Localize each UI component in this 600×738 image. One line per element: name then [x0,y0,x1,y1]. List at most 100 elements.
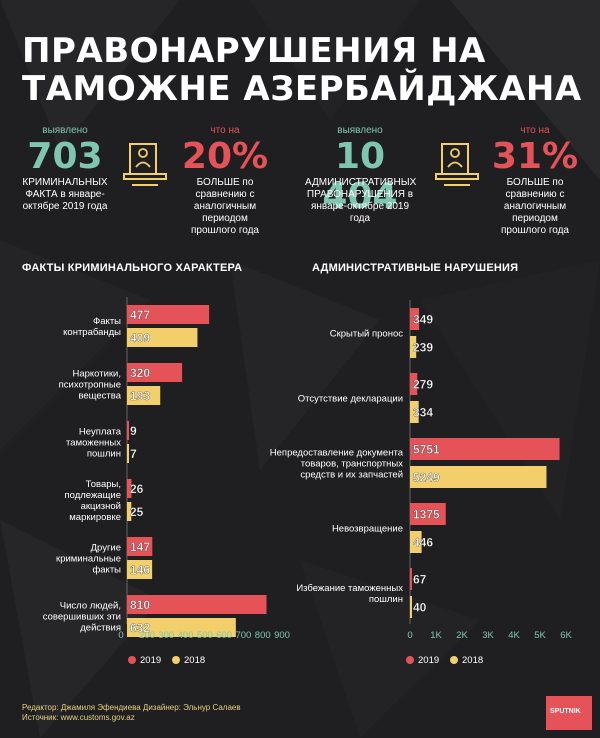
bar-value-label: 477 [130,308,150,322]
bar-value-label: 334 [413,406,433,420]
category-label: Невозвращение [332,524,403,535]
stat-3-desc: АДМИНИСТРАТИВНЫХ ПРАВОНАРУШЕНИЯ в январе… [305,177,417,224]
bar-2018 [127,328,198,347]
x-tick-label: 5K [534,630,546,641]
bar-value-label: 409 [130,331,150,345]
bar-2019 [127,595,267,614]
stat-1-label: выявлено [42,125,88,136]
chart-2-title: АДМИНИСТРАТИВНЫЕ НАРУШЕНИЯ [312,262,519,274]
bar-value-label: 810 [130,598,150,612]
category-label: Неуплата [79,427,122,438]
bar-value-label: 147 [130,540,150,554]
legend-label: 2019 [418,655,439,666]
category-label: Число людей, [60,601,121,612]
category-label: контрабанды [63,327,121,338]
bar-2018 [410,336,417,358]
bar-value-label: 26 [130,482,144,496]
bar-value-label: 349 [413,313,433,327]
category-label: маркировке [69,512,121,523]
legend-label: 2018 [462,655,483,666]
document-laptop-icon [435,143,479,186]
category-label: факты [92,565,121,576]
legend-marker-2018 [450,656,458,664]
bar-2019 [410,568,412,590]
bar-2019 [127,363,183,382]
x-tick-label: 700 [235,630,251,641]
x-tick-label: 3K [482,630,494,641]
category-label: вещества [78,391,121,402]
x-tick-label: 500 [197,630,213,641]
legend-label: 2018 [184,655,205,666]
bar-value-label: 320 [130,366,150,380]
bar-2019 [127,537,153,556]
bar-2018 [127,386,161,405]
category-label: пошлин [369,594,403,605]
category-label: Скрытый пронос [330,329,403,340]
bar-2019 [127,305,210,324]
bar-value-label: 40 [413,601,427,615]
bar-value-label: 67 [413,573,427,587]
x-tick-label: 900 [274,630,290,641]
category-label: Непредоставление документа [270,448,404,459]
bar-2018 [127,560,153,579]
category-label: таможенных [66,438,121,449]
legend-marker-2019 [128,656,136,664]
stat-1-value: 703 [27,136,103,177]
bar-value-label: 146 [130,563,150,577]
legend-marker-2018 [172,656,180,664]
bar-value-label: 239 [413,341,433,355]
bar-2019 [410,308,420,330]
bar-value-label: 5751 [413,443,440,457]
credits: Редактор: Джамиля Эфендиева Дизайнер: Эл… [22,703,241,712]
bar-2018 [127,502,132,521]
category-label: подлежащие [64,490,121,501]
source: Источник: www.customs.gov.az [22,713,135,722]
stat-3-label: выявлено [337,125,383,136]
x-tick-label: 200 [139,630,155,641]
category-label: действия [80,623,121,634]
stat-4-desc: БОЛЬШЕ по сравнению с аналогичным период… [500,177,569,236]
bar-2019 [127,479,132,498]
x-tick-label: 300 [158,630,174,641]
category-label: товаров, транспортных [301,459,403,470]
stat-4-label: что на [520,125,550,136]
category-label: Отсутствие декларации [298,394,403,405]
x-tick-label: 4K [508,630,520,641]
stat-2-value: 20% [181,136,269,177]
bar-2019 [410,373,418,395]
x-tick-label: 800 [255,630,271,641]
bar-2019 [127,421,129,440]
category-label: пошлин [87,449,121,460]
stat-1-desc: КРИМИНАЛЬНЫХ ФАКТА в январе-октябре 2019… [22,177,108,212]
page-title: ПРАВОНАРУШЕНИЯ НА ТАМОЖНЕ АЗЕРБАЙДЖАНА [22,31,582,109]
legend-label: 2019 [140,655,161,666]
x-tick-label: 400 [178,630,194,641]
stat-2-label: что на [210,125,240,136]
bar-2018 [127,444,129,463]
category-label: Факты [93,316,121,327]
category-label: совершивших эти [43,612,121,623]
bar-2018 [410,596,412,618]
bar-2018 [410,466,547,488]
bar-2018 [410,531,422,553]
chart-1-title: ФАКТЫ КРИМИНАЛЬНОГО ХАРАКТЕРА [22,262,243,274]
bar-value-label: 25 [130,505,144,519]
category-label: Товары, [86,479,121,490]
sputnik-logo: SPUTNIK [546,696,592,730]
bar-2019 [410,503,446,525]
legend-marker-2019 [406,656,414,664]
sputnik-logo-text: SPUTNIK [550,708,581,715]
bar-value-label: 632 [130,621,150,635]
category-label: Наркотики, [72,369,121,380]
bar-value-label: 1375 [413,508,440,522]
x-tick-label: 0 [118,630,123,641]
category-label: средств и их запчастей [300,470,403,481]
x-tick-label: 0 [407,630,412,641]
document-laptop-icon [123,143,167,186]
bar-value-label: 9 [130,424,137,438]
bar-2018 [127,618,236,637]
x-tick-label: 600 [216,630,232,641]
bar-value-label: 279 [413,378,433,392]
